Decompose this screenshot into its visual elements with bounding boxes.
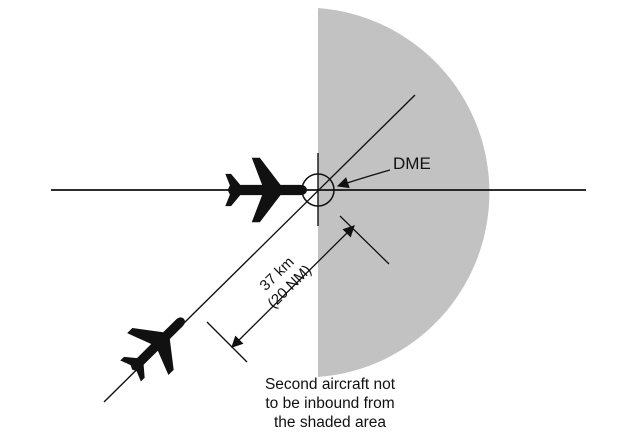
- aircraft-icon: [109, 297, 205, 392]
- shaded-area: [318, 8, 490, 377]
- caption-line-2: to be inbound from: [265, 395, 394, 412]
- caption-line-1: Second aircraft not: [265, 376, 396, 393]
- distance-dimension-line: [231, 225, 355, 348]
- dimension-extension-lower: [206, 321, 248, 363]
- caption-line-3: the shaded area: [274, 414, 386, 431]
- dimension-extension-upper: [339, 215, 390, 265]
- dme-pointer-arrow: [336, 169, 391, 189]
- aircraft-icon: [225, 157, 307, 223]
- dme-label: DME: [393, 154, 431, 173]
